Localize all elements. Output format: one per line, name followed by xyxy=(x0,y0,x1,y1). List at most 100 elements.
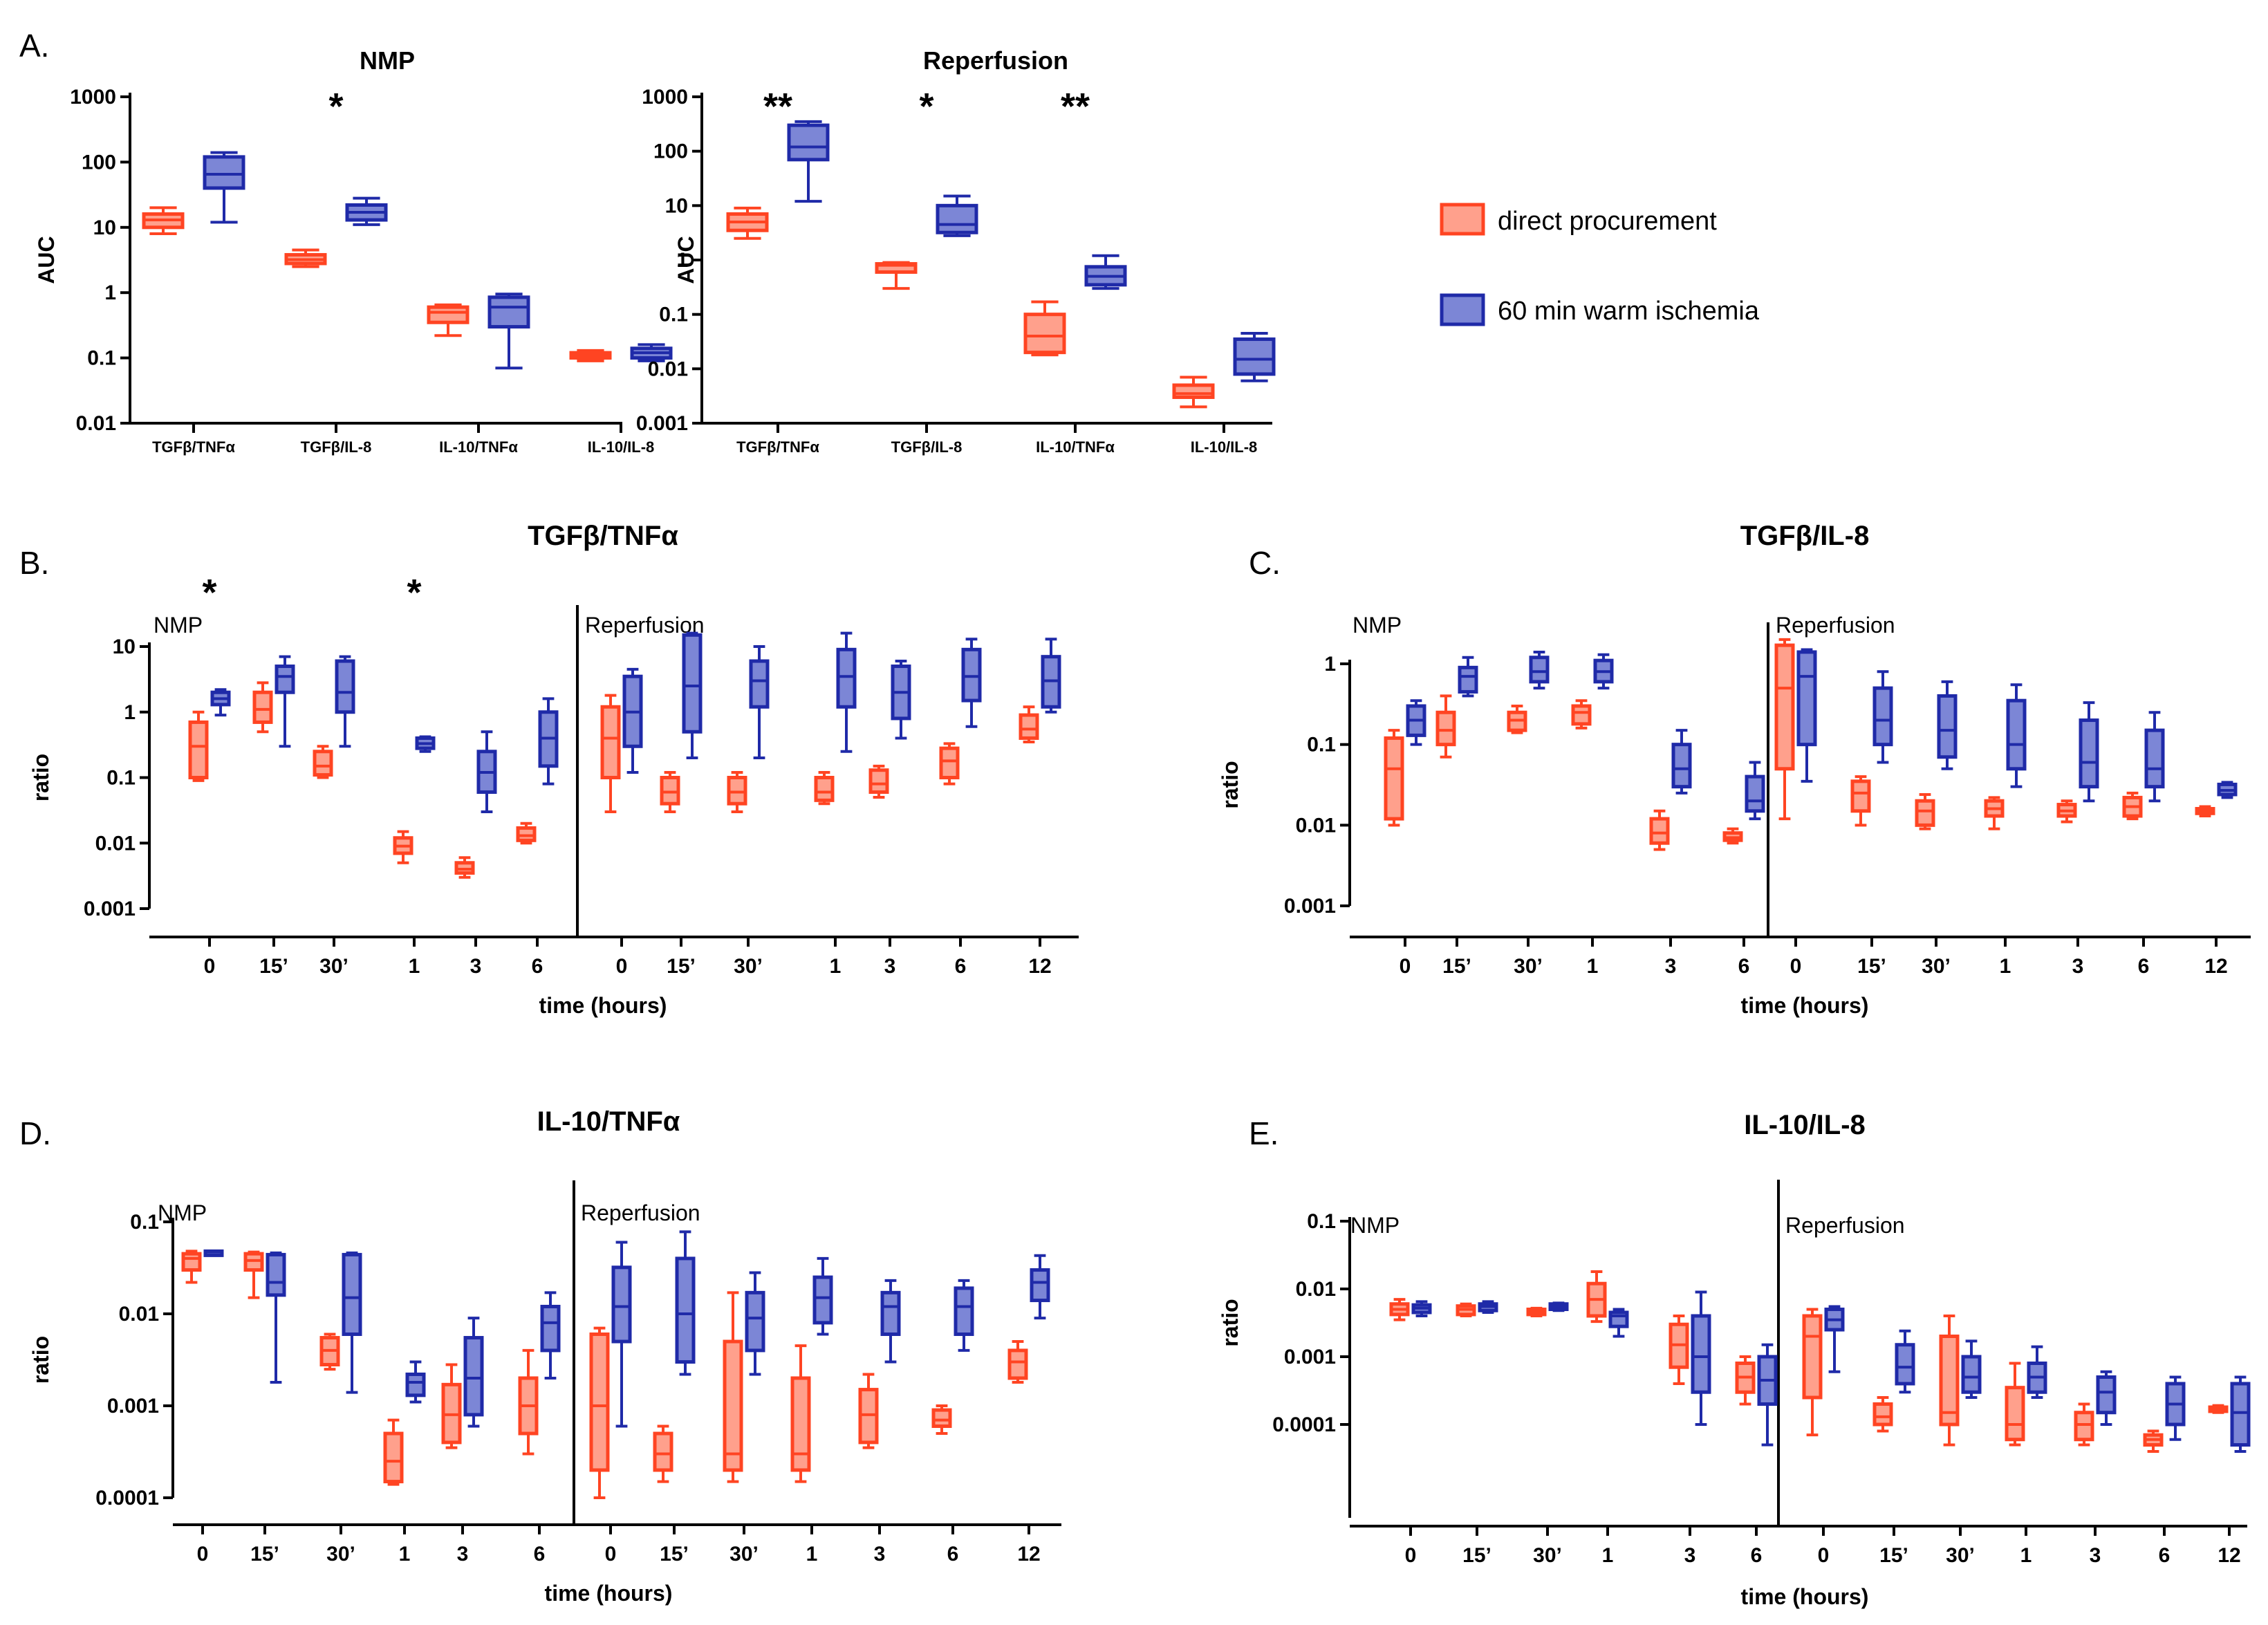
box-t6-60-min-warm-ischemia xyxy=(622,667,643,774)
y-tick-label: 0.1 xyxy=(87,347,116,370)
box-iqr xyxy=(931,1408,952,1429)
y-axis-label: ratio xyxy=(28,1336,53,1384)
box-iqr xyxy=(727,776,747,806)
section-label-reperfusion: Reperfusion xyxy=(581,1200,700,1225)
box-t8-direct-procurement xyxy=(1915,792,1935,830)
box-t9-60-min-warm-ischemia xyxy=(812,1256,833,1336)
box-iqr xyxy=(954,1286,974,1337)
box-t5-direct-procurement xyxy=(1722,827,1743,845)
box-t10-direct-procurement xyxy=(2056,799,2077,824)
box-t3-60-min-warm-ischemia xyxy=(415,735,436,753)
box-iqr xyxy=(675,1256,696,1364)
section-label-nmp: NMP xyxy=(1350,1213,1400,1238)
box-t12-60-min-warm-ischemia xyxy=(2217,781,2238,799)
timepoint-label: 1 xyxy=(2000,955,2011,978)
box-t6-direct-procurement xyxy=(1774,638,1795,821)
box-tgf-il-8-60-min-warm-ischemia xyxy=(936,194,978,237)
box-t9-direct-procurement xyxy=(814,770,835,806)
box-t4-direct-procurement xyxy=(1649,809,1670,851)
y-tick-label: 1000 xyxy=(642,86,688,109)
box-t6-60-min-warm-ischemia xyxy=(1796,648,1817,783)
y-tick-label: 0.001 xyxy=(107,1395,159,1418)
timepoint-label: 3 xyxy=(457,1543,469,1566)
box-t8-60-min-warm-ischemia xyxy=(749,645,770,759)
box-iqr xyxy=(1649,817,1670,845)
chart-a-nmp: NMP AUC 0.01 0.1 1 10 100 1000 TGFβ/TNFα TGFβ/IL-… xyxy=(34,46,673,456)
panel-label-a: A. xyxy=(19,28,49,64)
box-t6-direct-procurement xyxy=(589,1326,610,1499)
box-t3-direct-procurement xyxy=(383,1418,404,1486)
box-t7-direct-procurement xyxy=(1850,775,1871,827)
y-tick-label: 1 xyxy=(1324,653,1336,676)
box-t2-direct-procurement xyxy=(1526,1306,1547,1317)
timepoint-label: 6 xyxy=(1751,1544,1763,1567)
section-label-nmp: NMP xyxy=(154,613,203,638)
box-iqr xyxy=(589,1332,610,1472)
box-t12-direct-procurement xyxy=(2195,805,2215,818)
timepoint-label: 12 xyxy=(1028,955,1051,978)
timepoint-label: 30’ xyxy=(734,955,763,978)
y-tick-label: 0.0001 xyxy=(1272,1413,1336,1436)
timepoint-label: 12 xyxy=(1017,1543,1040,1566)
box-iqr xyxy=(660,776,680,806)
box-t2-60-min-warm-ischemia xyxy=(342,1251,362,1394)
box-iqr xyxy=(342,1252,362,1337)
y-tick-label: 0.001 xyxy=(1284,1346,1336,1368)
timepoint-label: 0 xyxy=(197,1543,209,1566)
legend-swatch-direct-procurement xyxy=(1440,203,1485,236)
box-iqr xyxy=(1939,1334,1960,1427)
box-t11-60-min-warm-ischemia xyxy=(2144,711,2165,803)
box-tgf-tnf-direct-procurement xyxy=(142,206,185,235)
box-t7-60-min-warm-ischemia xyxy=(675,1230,696,1376)
box-iqr xyxy=(275,665,295,694)
box-t0-direct-procurement xyxy=(181,1250,202,1284)
panel-label-b: B. xyxy=(19,545,49,581)
box-iqr xyxy=(814,776,835,802)
timepoint-label: 1 xyxy=(399,1543,411,1566)
panel-label-e: E. xyxy=(1249,1115,1279,1151)
box-iqr xyxy=(383,1431,404,1484)
box-t3-direct-procurement xyxy=(393,830,413,864)
timepoint-label: 6 xyxy=(534,1543,546,1566)
legend: direct procurement 60 min warm ischemia xyxy=(1440,203,1760,326)
timepoint-label: 0 xyxy=(616,955,628,978)
box-iqr xyxy=(723,1339,743,1472)
timepoint-label: 0 xyxy=(1405,1544,1417,1567)
section-label-nmp: NMP xyxy=(158,1200,207,1225)
timepoint-label: 3 xyxy=(470,955,482,978)
box-t5-60-min-warm-ischemia xyxy=(538,697,559,786)
category-label: TGFβ/IL-8 xyxy=(301,438,372,456)
timepoint-label: 1 xyxy=(830,955,842,978)
timepoint-label: 30’ xyxy=(1514,955,1543,978)
x-axis-label: time (hours) xyxy=(1741,993,1869,1018)
y-tick-label: 10 xyxy=(113,635,136,658)
box-iqr xyxy=(1233,337,1276,376)
box-t11-direct-procurement xyxy=(931,1404,952,1436)
box-iqr xyxy=(1007,1348,1028,1380)
timepoint-label: 15’ xyxy=(259,955,288,978)
box-t5-60-min-warm-ischemia xyxy=(1757,1343,1778,1447)
box-iqr xyxy=(1802,1314,1823,1400)
box-iqr xyxy=(188,720,209,780)
timepoint-label: 6 xyxy=(532,955,543,978)
box-t10-direct-procurement xyxy=(858,1373,879,1449)
box-t5-direct-procurement xyxy=(1735,1355,1756,1406)
box-iqr xyxy=(1895,1343,1915,1386)
box-t2-direct-procurement xyxy=(313,745,333,779)
box-il-10-il-8-direct-procurement xyxy=(1172,375,1215,409)
box-iqr xyxy=(487,295,530,329)
timepoint-label: 15’ xyxy=(1442,955,1471,978)
box-t1-60-min-warm-ischemia xyxy=(266,1251,286,1384)
box-iqr xyxy=(266,1252,286,1297)
y-tick-label: 1000 xyxy=(70,86,116,109)
y-tick-label: 0.01 xyxy=(76,412,116,435)
y-tick-label: 10 xyxy=(665,194,688,217)
box-iqr xyxy=(313,750,333,777)
box-iqr xyxy=(749,659,770,709)
box-t1-60-min-warm-ischemia xyxy=(1478,1300,1498,1314)
box-t12-60-min-warm-ischemia xyxy=(1041,638,1061,714)
box-t11-60-min-warm-ischemia xyxy=(2165,1375,2186,1441)
box-t10-60-min-warm-ischemia xyxy=(2079,701,2099,803)
